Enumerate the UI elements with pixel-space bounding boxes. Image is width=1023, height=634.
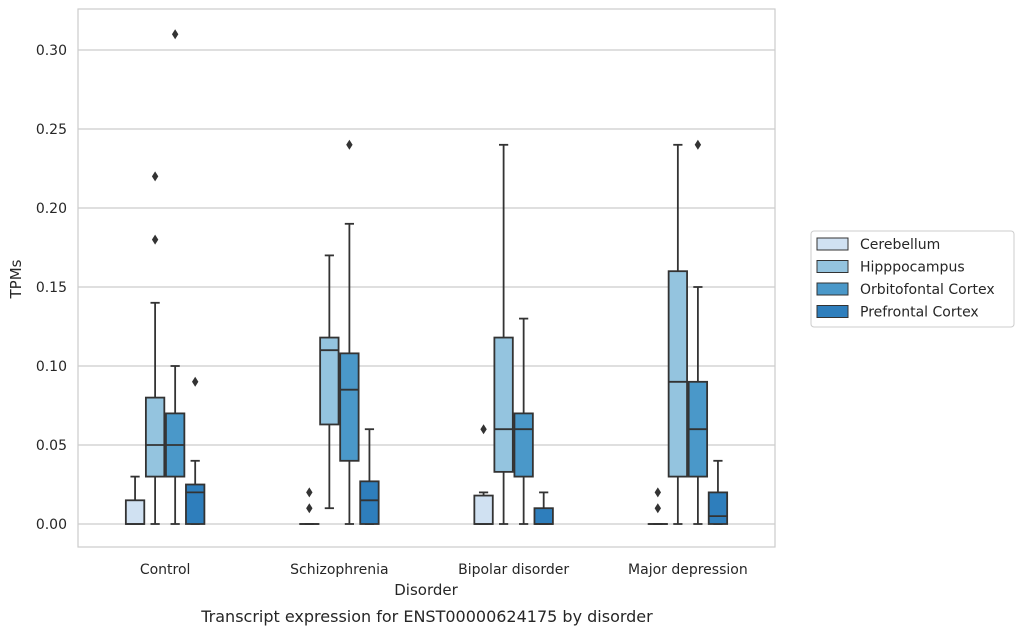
legend-swatch	[816, 305, 849, 318]
y-tick-label: 0.10	[36, 359, 67, 375]
outlier-point	[151, 171, 159, 182]
x-tick-labels: Control Schizophrenia Bipolar disorder Majo…	[140, 562, 748, 578]
outlier-point	[151, 234, 159, 245]
outlier-point	[306, 503, 313, 514]
plot-background	[78, 9, 775, 547]
iqr-box	[144, 396, 166, 478]
outlier-point	[654, 503, 662, 514]
box-prefrontal-cortex	[707, 459, 729, 525]
box-cerebellum	[473, 424, 494, 525]
y-tick-label: 0.30	[36, 43, 67, 59]
x-axis-title: Disorder	[394, 581, 458, 599]
outlier-point	[694, 139, 702, 150]
iqr-box	[533, 507, 554, 525]
box-hipppocampus	[144, 171, 166, 525]
legend-label: Hipppocampus	[860, 260, 965, 276]
plot-frame	[77, 8, 776, 548]
y-axis-title: TPMs	[7, 259, 25, 299]
outlier-point	[346, 139, 353, 150]
iqr-box	[124, 499, 146, 525]
iqr-box	[339, 352, 360, 462]
box-prefrontal-cortex	[185, 376, 206, 525]
box-cerebellum	[124, 475, 146, 525]
boxes	[124, 29, 729, 525]
x-tick-label: Control	[140, 562, 191, 578]
legend-label: Orbitofontal Cortex	[860, 282, 995, 298]
outlier-point	[191, 376, 199, 387]
legend-frame	[810, 230, 1015, 328]
legend-label: Prefrontal Cortex	[860, 305, 979, 321]
outlier-point	[654, 487, 662, 498]
chart-caption: Transcript expression for ENST0000062417…	[200, 607, 653, 626]
iqr-box	[473, 494, 494, 525]
y-tick-label: 0.20	[36, 201, 67, 217]
box-hipppocampus	[493, 143, 514, 525]
box-orbitofontal-cortex	[339, 139, 360, 525]
iqr-box	[667, 270, 688, 478]
y-tick-label: 0.05	[36, 438, 67, 454]
x-tick-label: Major depression	[628, 562, 748, 578]
legend-label: Cerebellum	[860, 237, 940, 253]
y-tick-labels: 0.00 0.05 0.10 0.15 0.20 0.25 0.30	[36, 43, 67, 533]
y-tick-label: 0.00	[36, 517, 67, 533]
outlier-point	[306, 487, 313, 498]
legend-swatch	[816, 260, 849, 273]
iqr-box	[513, 412, 534, 478]
box-prefrontal-cortex	[359, 428, 380, 525]
box-cerebellum	[647, 487, 668, 525]
y-tick-label: 0.15	[36, 280, 67, 296]
legend-swatch	[816, 237, 849, 251]
box-orbitofontal-cortex	[513, 317, 534, 525]
iqr-box	[493, 336, 514, 473]
legend: Cerebellum Hipppocampus Orbitofontal Corte…	[810, 230, 1015, 328]
x-tick-label: Schizophrenia	[290, 562, 388, 578]
outlier-point	[171, 29, 179, 40]
iqr-box	[359, 480, 380, 525]
iqr-box	[185, 483, 206, 525]
box-orbitofontal-cortex	[165, 29, 186, 525]
x-tick-label: Bipolar disorder	[458, 562, 569, 578]
box-hipppocampus	[667, 143, 688, 525]
iqr-box	[707, 491, 729, 525]
box-prefrontal-cortex	[533, 491, 554, 525]
y-tick-label: 0.25	[36, 122, 67, 138]
iqr-box	[319, 336, 340, 426]
box-orbitofontal-cortex	[687, 139, 709, 525]
box-hipppocampus	[319, 254, 340, 510]
outlier-point	[480, 424, 487, 435]
box-cerebellum	[299, 487, 320, 525]
legend-swatch	[816, 282, 849, 296]
